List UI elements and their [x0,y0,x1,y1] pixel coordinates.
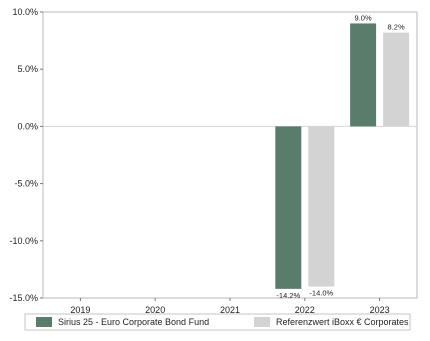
y-tick-label: -10.0% [9,236,38,246]
bar [275,126,302,289]
y-tick-label: 0.0% [17,121,38,131]
y-tick-label: -15.0% [9,293,38,303]
legend-swatch [254,317,270,327]
x-tick-label: 2020 [145,305,165,315]
legend-swatch [36,317,52,327]
legend-frame [24,313,411,331]
x-tick-label: 2021 [220,305,240,315]
data-label: -14.0% [309,289,333,298]
data-label: 9.0% [355,13,372,22]
x-axis: 2019 2020 2021 2022 2023 [70,298,390,315]
bars [275,23,410,289]
y-axis: 10.0% 5.0% 0.0% -5.0% -10.0% -15.0% [9,7,43,303]
y-tick-label: 10.0% [12,7,38,17]
y-tick-label: -5.0% [14,179,38,189]
bar [308,126,335,287]
legend-label: Sirius 25 - Euro Corporate Bond Fund [58,317,209,327]
bar [350,23,377,127]
legend-label: Referenzwert iBoxx € Corporates [276,317,409,327]
x-tick-label: 2022 [295,305,315,315]
data-label: -14.2% [276,291,300,300]
y-tick-label: 5.0% [17,64,38,74]
x-tick-label: 2023 [370,305,390,315]
legend: Sirius 25 - Euro Corporate Bond Fund Refe… [24,313,411,331]
x-tick-label: 2019 [70,305,90,315]
bar [383,32,410,127]
data-labels: -14.2% 9.0% -14.0% 8.2% [276,13,405,299]
data-label: 8.2% [388,23,405,32]
